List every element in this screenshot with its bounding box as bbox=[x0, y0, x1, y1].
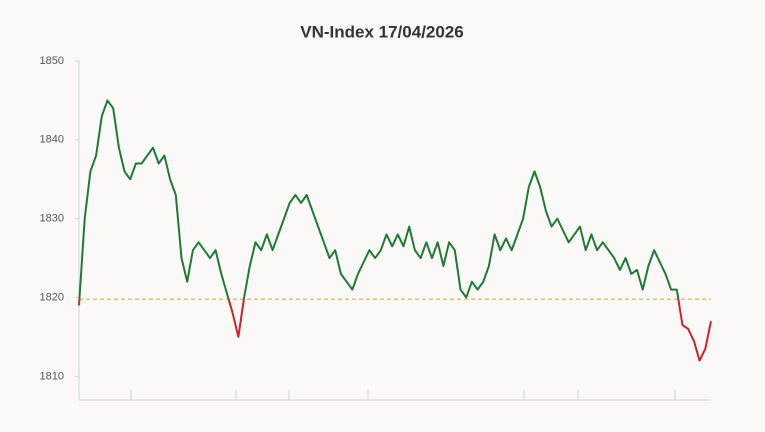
y-tick-label: 1830 bbox=[40, 213, 64, 225]
x-axis-ticks bbox=[130, 390, 676, 400]
y-tick-label: 1810 bbox=[40, 370, 64, 382]
chart-title: VN-Index 17/04/2026 bbox=[300, 22, 463, 41]
price-line bbox=[78, 99, 712, 362]
y-tick-label: 1840 bbox=[40, 134, 64, 146]
y-tick-label: 1820 bbox=[40, 291, 64, 303]
y-tick-label: 1850 bbox=[40, 55, 64, 67]
